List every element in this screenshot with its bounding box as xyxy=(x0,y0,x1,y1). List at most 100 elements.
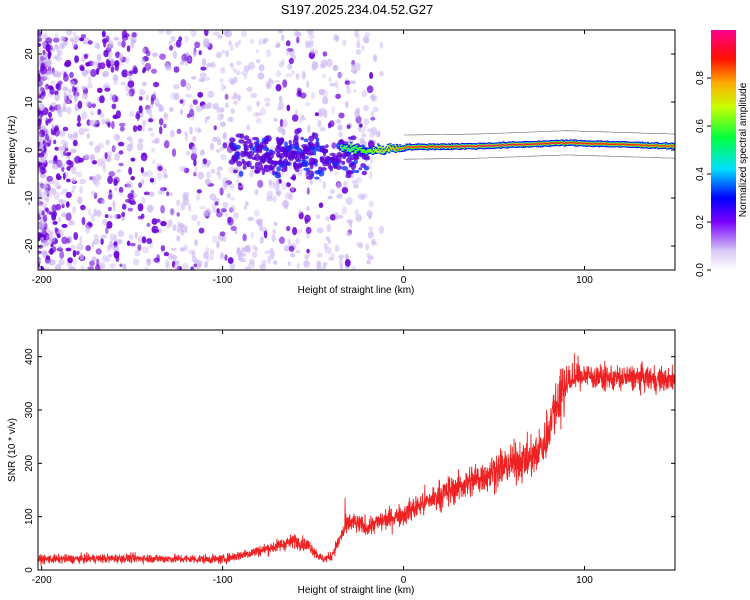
spectrogram-noise-point xyxy=(266,190,274,199)
spectrogram-cluster-point xyxy=(346,124,351,129)
spectrogram-noise-point xyxy=(215,51,222,59)
spectrogram-cluster-point xyxy=(354,169,360,174)
spectrogram-noise-point xyxy=(137,124,143,132)
y-tick-label: -20 xyxy=(24,238,35,253)
spectrogram-noise-point xyxy=(288,192,294,201)
spectrogram-noise-point xyxy=(71,189,75,194)
spectrogram-noise-point xyxy=(250,92,258,98)
spectrogram-noise-point xyxy=(214,201,219,206)
spectrogram-noise-point xyxy=(168,253,174,260)
spectrogram-cluster-point xyxy=(253,153,261,161)
spectrogram-noise-point xyxy=(191,214,198,221)
spectrogram-noise-point xyxy=(339,257,343,266)
spectrogram-noise-point xyxy=(57,110,63,118)
spectrogram-noise-point xyxy=(229,62,234,67)
spectrogram-noise-point xyxy=(141,196,146,204)
spectrogram-noise-point xyxy=(61,223,68,228)
spectrogram-noise-point xyxy=(288,245,295,252)
spectrogram-noise-point xyxy=(55,83,60,90)
spectrogram-noise-point xyxy=(298,209,302,214)
spectrogram-noise-point xyxy=(298,166,303,175)
spectrogram-noise-point xyxy=(79,178,86,185)
spectrogram-noise-point xyxy=(63,71,67,78)
spectrogram-noise-point xyxy=(104,152,108,159)
spectrogram-noise-point xyxy=(259,107,266,116)
spectrogram-noise-point xyxy=(160,245,166,252)
spectrogram-noise-point xyxy=(44,117,48,121)
spectrogram-noise-point xyxy=(101,156,106,164)
spectrogram-noise-point xyxy=(296,262,300,269)
spectrogram-noise-point xyxy=(268,179,272,186)
spectrogram-noise-point xyxy=(232,68,238,73)
spectrogram-noise-point xyxy=(210,61,216,69)
spectrogram-noise-point xyxy=(217,113,224,121)
spectrogram-noise-point xyxy=(179,61,185,66)
spectrogram-noise-point xyxy=(370,126,378,135)
spectrogram-cluster-point xyxy=(278,137,285,144)
spectrogram-noise-point xyxy=(74,55,79,63)
spectrogram-noise-point xyxy=(202,158,207,165)
spectrogram-noise-point xyxy=(50,187,57,195)
spectrogram-noise-point xyxy=(71,167,77,175)
spectrogram-noise-point xyxy=(38,73,41,82)
spectrogram-noise-point xyxy=(333,171,339,176)
spectrogram-noise-point xyxy=(134,249,141,257)
spectrogram-noise-point xyxy=(185,93,192,98)
spectrogram-noise-point xyxy=(323,243,328,250)
snr-y-label: SNR (10 * v/v) xyxy=(7,418,18,482)
x-tick-label: 0 xyxy=(401,575,407,586)
spectrogram-noise-point xyxy=(338,112,345,119)
spectrogram-noise-point xyxy=(38,192,42,199)
spectrogram-noise-point xyxy=(203,251,209,259)
spectrogram-noise-point xyxy=(350,68,357,73)
spectrogram-noise-point xyxy=(82,73,88,78)
spectrogram-noise-point xyxy=(42,250,48,257)
spectrogram-noise-point xyxy=(71,177,77,183)
spectrogram-noise-point xyxy=(75,171,83,178)
spectrogram-cluster-point xyxy=(327,122,332,129)
spectrogram-noise-point xyxy=(193,41,201,48)
spectrogram-noise-point xyxy=(120,81,127,86)
spectrogram-ridge-outline xyxy=(403,154,675,160)
spectrogram-noise-point xyxy=(285,182,291,188)
spectrogram-noise-point xyxy=(172,50,177,60)
spectrogram-noise-point xyxy=(100,238,104,245)
spectrogram-cluster-point xyxy=(358,167,363,171)
spectrogram-noise-point xyxy=(228,40,232,46)
spectrogram-noise-point xyxy=(107,175,113,185)
spectrogram-noise-point xyxy=(138,96,143,101)
spectrogram-noise-point xyxy=(52,179,59,185)
spectrogram-noise-point xyxy=(198,128,202,133)
spectrogram-noise-point xyxy=(379,71,384,77)
spectrogram-cluster-point xyxy=(361,153,366,160)
spectrogram-noise-point xyxy=(354,30,359,38)
spectrogram-noise-point xyxy=(285,40,291,47)
spectrogram-cluster-point xyxy=(348,162,352,168)
spectrogram-cluster-point xyxy=(240,150,245,158)
spectrogram-noise-point xyxy=(379,41,384,49)
spectrogram-noise-point xyxy=(113,213,118,220)
spectrogram-noise-point xyxy=(193,259,199,264)
x-tick-label: 0 xyxy=(401,275,407,286)
spectrogram-noise-point xyxy=(233,100,238,105)
spectrogram-noise-point xyxy=(354,62,361,71)
spectrogram-noise-point xyxy=(225,102,229,109)
spectrogram-noise-point xyxy=(100,234,107,239)
spectrogram-noise-point xyxy=(81,58,86,62)
spectrogram-cluster-point xyxy=(274,174,282,179)
spectrogram-noise-point xyxy=(148,118,154,123)
spectrogram-noise-point xyxy=(227,257,234,264)
spectrogram-noise-point xyxy=(170,35,176,42)
spectrogram-noise-point xyxy=(322,180,326,190)
spectrogram-noise-point xyxy=(288,57,294,65)
spectrogram-noise-point xyxy=(318,88,325,96)
spectrogram-noise-point xyxy=(306,80,310,89)
spectrogram-noise-point xyxy=(96,209,102,218)
spectrogram-noise-point xyxy=(40,110,44,117)
spectrogram-cluster-point xyxy=(329,165,334,172)
spectrogram-ridge-cell xyxy=(350,144,353,147)
spectrogram-noise-point xyxy=(72,31,77,37)
spectrogram-noise-point xyxy=(147,127,153,132)
spectrogram-noise-point xyxy=(106,43,114,49)
spectrogram-noise-point xyxy=(366,260,371,265)
